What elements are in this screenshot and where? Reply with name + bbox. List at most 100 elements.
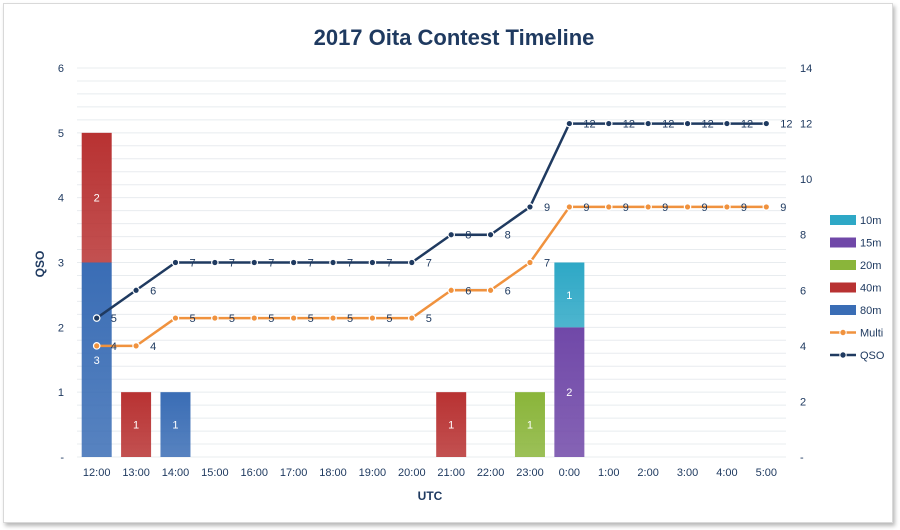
y-tick-label: 3 bbox=[58, 258, 64, 270]
series-point-qso bbox=[644, 119, 652, 128]
legend-label-40m: 40m bbox=[860, 283, 881, 295]
x-axis-title: UTC bbox=[418, 489, 443, 503]
series-line-multi bbox=[96, 205, 767, 348]
series-data-label: 7 bbox=[308, 258, 314, 270]
series-data-label: 4 bbox=[111, 341, 117, 353]
series-point-qso bbox=[526, 203, 534, 211]
bar-data-label: 1 bbox=[527, 420, 533, 432]
series-data-label: 9 bbox=[544, 202, 550, 214]
bar-data-label: 3 bbox=[94, 355, 100, 367]
x-tick-label: 18:00 bbox=[319, 467, 347, 479]
y2-tick-label: 2 bbox=[800, 396, 806, 408]
bar-data-label: 1 bbox=[448, 420, 454, 432]
bar-10m bbox=[554, 262, 585, 328]
series-point-qso bbox=[171, 258, 180, 267]
x-tick-label: 19:00 bbox=[359, 467, 387, 479]
x-tick-label: 2:00 bbox=[637, 467, 658, 479]
series-point-qso bbox=[447, 230, 455, 239]
series-data-label: 7 bbox=[347, 258, 353, 270]
series-point-multi bbox=[683, 203, 692, 211]
series-data-label: 12 bbox=[741, 119, 753, 131]
chart-canvas: 2017 Oita Contest Timeline UTC QSO 3 2 1 1 1… bbox=[33, 25, 885, 503]
series-data-label: 5 bbox=[308, 313, 314, 325]
legend-marker-qso bbox=[839, 351, 847, 359]
series-data-label: 5 bbox=[229, 313, 235, 325]
series-point-multi bbox=[565, 203, 574, 211]
bar-data-label: 1 bbox=[172, 420, 178, 432]
x-tick-label: 14:00 bbox=[162, 467, 190, 479]
bar-data-label: 2 bbox=[566, 387, 572, 399]
series-point-qso bbox=[408, 258, 416, 267]
series-data-label: 6 bbox=[465, 285, 471, 297]
series-data-label: 9 bbox=[780, 202, 786, 214]
series-data-label: 5 bbox=[426, 313, 432, 325]
legend-swatch-10m bbox=[830, 215, 856, 225]
legend-swatch-20m bbox=[830, 260, 856, 270]
legend-label-10m: 10m bbox=[860, 215, 881, 227]
series-point-qso bbox=[565, 119, 574, 128]
bar-15m bbox=[554, 327, 585, 457]
x-tick-label: 21:00 bbox=[437, 467, 465, 479]
y2-tick-label: 12 bbox=[800, 119, 812, 131]
legend-swatch-40m bbox=[830, 282, 856, 293]
legend-label-20m: 20m bbox=[860, 260, 881, 272]
series-data-label: 5 bbox=[268, 313, 274, 325]
series-point-multi bbox=[368, 314, 377, 322]
series-point-qso bbox=[289, 258, 298, 267]
series-data-label: 12 bbox=[662, 119, 674, 131]
series-point-qso bbox=[486, 230, 495, 239]
series-data-label: 6 bbox=[505, 285, 511, 297]
legend-label-multi: Multi bbox=[860, 328, 883, 340]
x-tick-label: 13:00 bbox=[122, 467, 150, 479]
bar-40m bbox=[81, 132, 112, 263]
series-point-multi bbox=[644, 203, 652, 211]
series-data-label: 6 bbox=[150, 285, 156, 297]
x-tick-label: 23:00 bbox=[516, 467, 544, 479]
y-tick-label: 5 bbox=[58, 128, 64, 140]
series-data-label: 7 bbox=[544, 258, 550, 270]
x-tick-label: 15:00 bbox=[201, 467, 229, 479]
chart-title: 2017 Oita Contest Timeline bbox=[314, 25, 595, 50]
series-data-label: 12 bbox=[702, 119, 714, 131]
x-tick-label: 22:00 bbox=[477, 467, 505, 479]
series-point-qso bbox=[683, 119, 692, 128]
chart-frame: 2017 Oita Contest Timeline UTC QSO 3 2 1 1 1… bbox=[3, 3, 893, 523]
series-point-qso bbox=[250, 258, 259, 267]
series-point-multi bbox=[762, 203, 771, 211]
series-data-label: 4 bbox=[150, 341, 156, 353]
series-point-multi bbox=[604, 203, 613, 211]
y2-tick-label: 4 bbox=[800, 341, 806, 353]
bar-40m bbox=[121, 392, 152, 457]
series-data-label: 9 bbox=[741, 202, 747, 214]
bar-40m bbox=[436, 392, 467, 457]
series-point-qso bbox=[762, 119, 771, 128]
series-data-label: 5 bbox=[189, 313, 195, 325]
series-data-label: 9 bbox=[583, 202, 589, 214]
series-data-label: 8 bbox=[465, 230, 471, 242]
legend-label-qso: QSO bbox=[860, 350, 885, 362]
series-point-multi bbox=[250, 314, 259, 322]
series-data-label: 9 bbox=[623, 202, 629, 214]
series-data-label: 12 bbox=[623, 119, 635, 131]
x-tick-label: 17:00 bbox=[280, 467, 308, 479]
series-point-multi bbox=[329, 314, 337, 322]
series-data-label: 7 bbox=[189, 258, 195, 270]
bar-data-label: 1 bbox=[566, 290, 572, 302]
y-tick-label: 4 bbox=[58, 193, 64, 205]
x-tick-label: 20:00 bbox=[398, 467, 426, 479]
series-data-label: 7 bbox=[229, 258, 235, 270]
series-point-qso bbox=[92, 314, 101, 322]
series-data-label: 12 bbox=[583, 119, 595, 131]
legend-swatch-80m bbox=[830, 305, 856, 315]
x-tick-label: 4:00 bbox=[716, 467, 737, 479]
x-tick-label: 0:00 bbox=[559, 467, 580, 479]
series-data-label: 5 bbox=[386, 313, 392, 325]
y-tick-label: 1 bbox=[58, 387, 64, 399]
series-point-multi bbox=[447, 286, 455, 295]
x-tick-label: 5:00 bbox=[756, 467, 777, 479]
series-point-multi bbox=[723, 203, 731, 211]
bar-data-label: 1 bbox=[133, 420, 139, 432]
series-point-qso bbox=[211, 258, 219, 267]
series-data-label: 9 bbox=[662, 202, 668, 214]
